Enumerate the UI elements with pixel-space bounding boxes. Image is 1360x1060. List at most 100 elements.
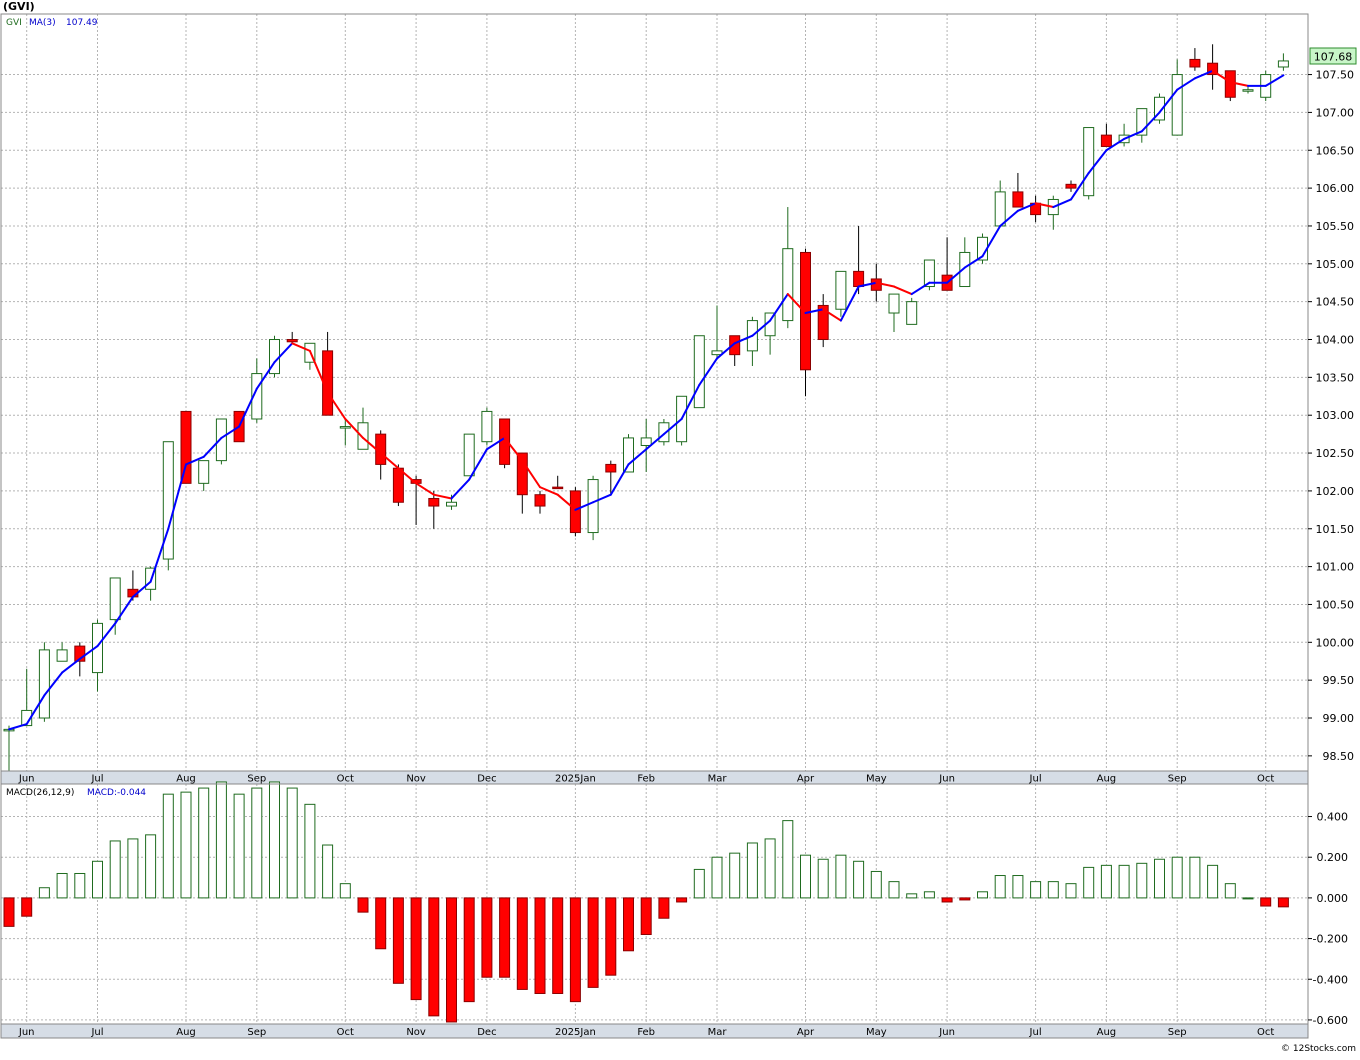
moving-average-line <box>8 69 1285 731</box>
candle-down <box>516 452 528 514</box>
macd-bar-negative <box>1260 897 1272 907</box>
candle-up <box>109 577 121 635</box>
ma-segment <box>114 595 134 625</box>
ma-segment <box>556 493 577 511</box>
ma-segment <box>1123 130 1143 140</box>
candle-down <box>1224 70 1236 102</box>
candle-up <box>1136 108 1148 143</box>
price-x-axis: Jun Jul Aug Sep Oct Nov Dec 2025Jan Feb Mar Apr May… <box>18 774 1275 785</box>
macd-x-tick-label: Aug <box>1097 1027 1117 1038</box>
macd-bar-positive <box>1154 858 1165 899</box>
macd-bar-positive <box>1100 864 1112 899</box>
candle-body <box>92 622 103 674</box>
price-y-tick-label: 98.50 <box>1323 750 1355 763</box>
candle-down <box>534 490 546 514</box>
macd-x-tick-label: Sep <box>1168 1027 1187 1038</box>
ma-segment <box>1034 202 1055 209</box>
candle-up <box>1171 59 1183 136</box>
macd-bar-positive <box>1171 856 1183 899</box>
ma-segment <box>521 459 541 489</box>
macd-bar-positive <box>906 893 918 899</box>
ma-segment <box>1158 88 1179 114</box>
ma-segment <box>1070 171 1090 201</box>
macd-bar-negative <box>676 897 688 903</box>
macd-x-tick-label: Aug <box>176 1027 196 1038</box>
symbol-title: (GVI) <box>3 0 35 13</box>
price-x-tick-label: Apr <box>797 774 815 785</box>
ma-segment <box>432 493 453 500</box>
candle-up <box>658 418 670 446</box>
macd-bar-positive <box>322 844 334 899</box>
ma-segment <box>1105 137 1126 152</box>
candle-down <box>1207 44 1219 90</box>
macd-bar-positive <box>746 842 758 899</box>
macd-bar-positive <box>286 787 298 899</box>
macd-bar-negative <box>499 897 511 978</box>
ma-segment <box>804 308 825 315</box>
macd-bar-negative <box>463 897 475 1003</box>
price-y-tick-label: 100.50 <box>1316 598 1355 611</box>
candle-down <box>286 331 298 344</box>
ma-segment <box>1176 77 1196 91</box>
candle-body <box>711 350 723 356</box>
candle-up <box>215 418 227 465</box>
candle-body <box>623 437 634 473</box>
macd-bar-negative <box>1277 897 1289 908</box>
candle-body <box>800 251 811 371</box>
ma-segment <box>609 463 630 496</box>
candle-up <box>959 237 971 288</box>
last-price-box <box>1309 47 1357 65</box>
price-y-tick-label: 106.00 <box>1316 182 1355 195</box>
ma-segment <box>769 293 789 322</box>
price-y-tick-label: 101.00 <box>1316 561 1355 574</box>
candle-body <box>534 494 546 507</box>
candle-up <box>888 293 900 332</box>
candle-body <box>198 460 210 484</box>
ma-segment <box>96 622 117 648</box>
candle-body <box>1065 183 1077 189</box>
macd-bar-negative <box>941 897 953 903</box>
macd-bar-positive <box>145 834 157 899</box>
candle-up <box>198 460 210 491</box>
price-y-tick-label: 101.50 <box>1316 523 1355 536</box>
candle-body <box>481 410 493 443</box>
ma-segment <box>61 657 81 674</box>
macd-x-tick-label: Oct <box>1257 1027 1274 1038</box>
price-x-tick-label: Oct <box>337 774 354 785</box>
macd-x-tick-label: Jul <box>1029 1027 1042 1038</box>
macd-y-tick-label: 0.000 <box>1317 892 1349 905</box>
price-x-tick-label: Aug <box>176 774 196 785</box>
candle-up <box>693 335 705 409</box>
candle-body <box>552 486 564 490</box>
macd-bar-negative <box>516 897 528 990</box>
price-x-tick-label: May <box>866 774 887 785</box>
ma-segment <box>857 281 878 288</box>
ma-segment <box>78 645 99 660</box>
candle-body <box>1171 74 1183 136</box>
candle-body <box>1083 127 1095 197</box>
macd-bar-negative <box>534 897 546 994</box>
candle-body <box>357 422 369 450</box>
candle-up <box>587 475 599 541</box>
macd-bar-negative <box>3 897 15 927</box>
price-panel: 98.50 99.00 99.50 100.00 100.50 101.00 101.50 1… <box>0 0 1357 785</box>
candle-body <box>658 422 670 443</box>
ma-segment <box>539 486 559 496</box>
candle-body <box>109 577 121 621</box>
macd-bar-positive <box>1207 864 1219 899</box>
macd-bar-negative <box>623 897 634 952</box>
candle-up <box>92 619 103 692</box>
macd-bar-positive <box>853 860 865 899</box>
macd-x-tick-label: Jun <box>938 1027 955 1038</box>
macd-bar-positive <box>109 840 121 899</box>
price-y-tick-label: 102.50 <box>1316 447 1355 460</box>
macd-bar-negative <box>446 897 457 1023</box>
price-x-tick-label: Jun <box>18 774 35 785</box>
candle-body <box>782 248 794 322</box>
candle-body <box>870 278 882 291</box>
macd-bar-positive <box>1118 864 1130 899</box>
price-y-tick-label: 99.50 <box>1323 674 1355 687</box>
macd-y-tick-label: -0.200 <box>1313 933 1348 946</box>
candle-body <box>1189 58 1201 68</box>
ma-segment <box>379 452 400 470</box>
